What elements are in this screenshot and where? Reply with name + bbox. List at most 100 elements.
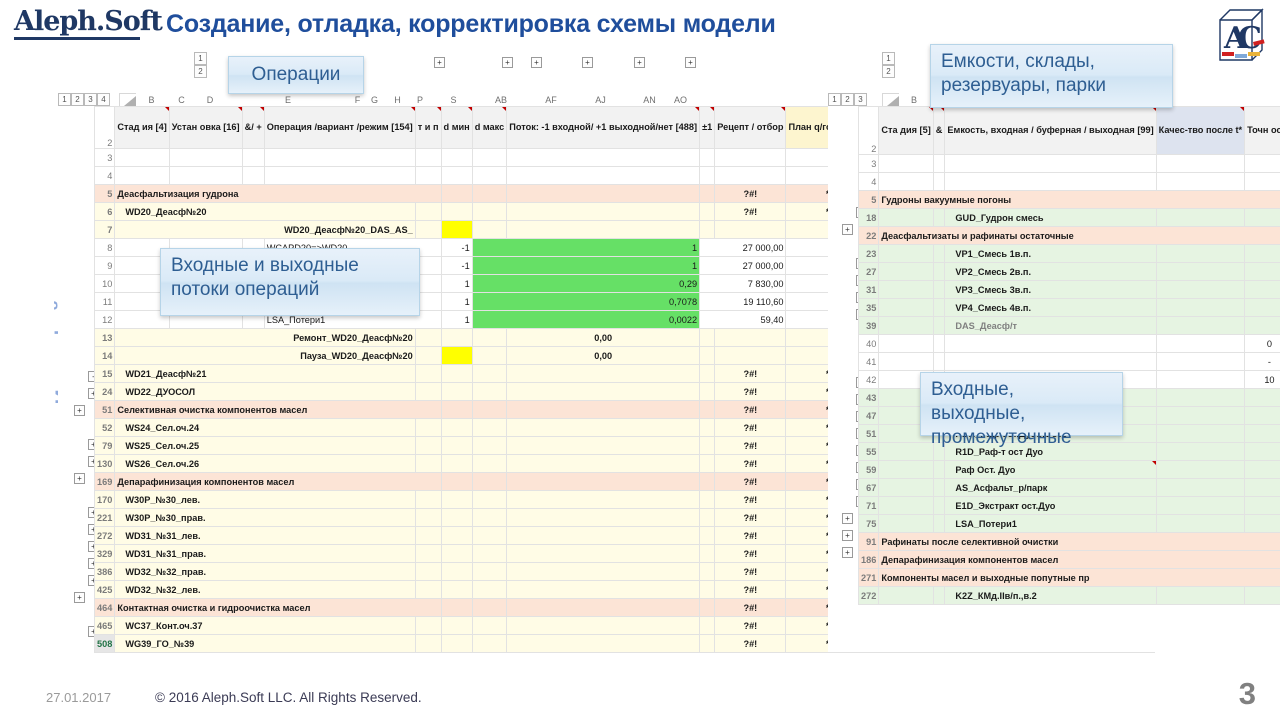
cell[interactable] bbox=[699, 472, 716, 491]
cell[interactable]: -1 bbox=[440, 238, 473, 257]
cell[interactable]: ?#! bbox=[714, 526, 787, 545]
cell[interactable] bbox=[699, 184, 716, 203]
cell[interactable]: Гудроны вакуумные погоны bbox=[878, 190, 1280, 209]
cell[interactable] bbox=[1155, 262, 1246, 281]
cell[interactable] bbox=[506, 148, 701, 167]
row-number[interactable]: 329 bbox=[93, 544, 116, 563]
expand-col-AF-button[interactable]: + bbox=[582, 57, 593, 68]
right-outline-col-levels[interactable]: 1 2 bbox=[882, 52, 895, 78]
cell[interactable] bbox=[414, 202, 442, 221]
cell[interactable] bbox=[878, 172, 934, 191]
cell[interactable] bbox=[878, 370, 934, 389]
outline-row-level-1[interactable]: 1 bbox=[58, 93, 71, 106]
cell[interactable] bbox=[471, 490, 508, 509]
table-row[interactable]: 5 Гудроны вакуумные погоны bbox=[857, 190, 1280, 209]
expand-col-AN-button[interactable]: + bbox=[685, 57, 696, 68]
cell[interactable] bbox=[1244, 262, 1280, 281]
tanks-table[interactable]: 2 Ста дия [5] & Емкость, входная / буферная… bbox=[857, 106, 1280, 605]
row-number[interactable]: 41 bbox=[857, 352, 880, 371]
cell[interactable]: W30P_№30_лев. bbox=[114, 490, 416, 509]
table-row[interactable]: 400<2500 bbox=[857, 334, 1280, 353]
cell[interactable]: Деасфальтизаты и рафинаты остаточные bbox=[878, 226, 1280, 245]
row-number[interactable]: 3 bbox=[93, 148, 116, 167]
cell[interactable] bbox=[699, 526, 716, 545]
cell[interactable] bbox=[440, 202, 473, 221]
cell[interactable] bbox=[1155, 442, 1246, 461]
cell[interactable] bbox=[1155, 496, 1246, 515]
cell[interactable] bbox=[440, 328, 473, 347]
cell[interactable]: 10 bbox=[1244, 370, 1280, 389]
cell[interactable]: ?#! bbox=[714, 598, 787, 617]
cell[interactable] bbox=[878, 262, 934, 281]
row-number[interactable]: 42 bbox=[857, 370, 880, 389]
cell[interactable] bbox=[932, 352, 946, 371]
operations-sheet-pane[interactable]: 1 2 + + + + + + 1 2 3 4 B C D E F G H P S AB AF AJ A… bbox=[58, 52, 1194, 653]
cell[interactable] bbox=[878, 406, 934, 425]
cell[interactable] bbox=[1244, 424, 1280, 443]
cell[interactable] bbox=[440, 580, 473, 599]
cell[interactable]: ?#! bbox=[714, 490, 787, 509]
cell[interactable]: K2Z_КМд.IIв/п.,в.2 bbox=[944, 586, 1157, 605]
cell[interactable] bbox=[440, 166, 473, 185]
cell[interactable]: AS_Асфальт_р/парк bbox=[944, 478, 1157, 497]
right-outline-col-level-2[interactable]: 2 bbox=[882, 65, 895, 78]
cell[interactable] bbox=[114, 256, 170, 275]
right-outline-row-level-2[interactable]: 2 bbox=[841, 93, 854, 106]
row-number[interactable]: 40 bbox=[857, 334, 880, 353]
cell[interactable] bbox=[440, 508, 473, 527]
cell[interactable]: 19 110,60 bbox=[699, 292, 787, 311]
cell[interactable]: 0,00 bbox=[506, 346, 701, 365]
cell[interactable] bbox=[1155, 514, 1246, 533]
cell[interactable] bbox=[506, 166, 701, 185]
table-row[interactable]: 271 Компоненты масел и выходные попутные … bbox=[857, 568, 1280, 587]
cell[interactable] bbox=[1244, 388, 1280, 407]
cell[interactable] bbox=[1155, 406, 1246, 425]
cell[interactable]: WC37_Конт.оч.37 bbox=[114, 616, 416, 635]
left-col-letter-F[interactable]: F bbox=[352, 93, 363, 107]
cell[interactable]: ?#! bbox=[714, 580, 787, 599]
outline-toggle-button[interactable]: + bbox=[842, 513, 853, 524]
cell[interactable] bbox=[714, 148, 787, 167]
cell[interactable] bbox=[440, 598, 473, 617]
cell[interactable]: Контактная очистка и гидроочистка масел bbox=[114, 598, 442, 617]
table-row[interactable]: 22 Деасфальтизаты и рафинаты остаточные bbox=[857, 226, 1280, 245]
cell[interactable] bbox=[506, 526, 701, 545]
outline-toggle-button[interactable]: + bbox=[74, 592, 85, 603]
cell[interactable] bbox=[1155, 298, 1246, 317]
cell[interactable] bbox=[932, 172, 946, 191]
left-col-letter-E[interactable]: E bbox=[224, 93, 352, 107]
cell[interactable] bbox=[471, 328, 508, 347]
cell[interactable] bbox=[114, 274, 170, 293]
cell[interactable]: ?#! bbox=[714, 436, 787, 455]
cell[interactable] bbox=[506, 580, 701, 599]
row-number[interactable]: 15 bbox=[93, 364, 116, 383]
cell[interactable] bbox=[1155, 388, 1246, 407]
cell[interactable]: -1 bbox=[440, 256, 473, 275]
cell[interactable] bbox=[506, 544, 701, 563]
cell[interactable]: ?#! bbox=[714, 382, 787, 401]
cell[interactable]: VP1_Смесь 1в.п. bbox=[944, 244, 1157, 263]
cell[interactable] bbox=[414, 580, 442, 599]
cell[interactable] bbox=[440, 436, 473, 455]
row-number[interactable]: 4 bbox=[93, 166, 116, 185]
cell[interactable] bbox=[471, 400, 508, 419]
cell[interactable]: 0,00 bbox=[506, 328, 701, 347]
row-number[interactable]: 22 bbox=[857, 226, 880, 245]
cell[interactable] bbox=[440, 526, 473, 545]
cell[interactable] bbox=[699, 382, 716, 401]
cell[interactable]: ?#! bbox=[714, 544, 787, 563]
cell[interactable] bbox=[699, 328, 716, 347]
right-outline-row-levels[interactable]: 1 2 3 bbox=[828, 93, 867, 106]
cell[interactable] bbox=[114, 166, 170, 185]
cell[interactable] bbox=[1244, 442, 1280, 461]
cell[interactable] bbox=[1244, 172, 1280, 191]
row-number[interactable]: 7 bbox=[93, 220, 116, 239]
cell[interactable] bbox=[699, 616, 716, 635]
cell[interactable]: WD32_№32_прав. bbox=[114, 562, 416, 581]
cell[interactable] bbox=[440, 346, 473, 365]
cell[interactable]: ?#! bbox=[714, 634, 787, 653]
cell[interactable] bbox=[440, 562, 473, 581]
